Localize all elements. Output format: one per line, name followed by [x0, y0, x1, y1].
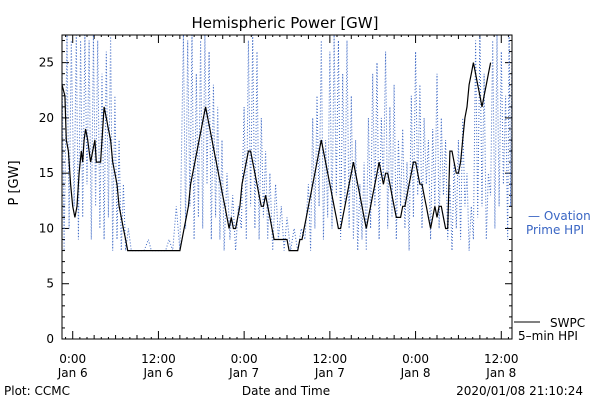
- legend-swpc: SWPC 5–min HPI: [514, 316, 585, 343]
- y-axis-label: P [GW]: [7, 160, 22, 205]
- plot-timestamp: 2020/01/08 21:10:24: [456, 384, 583, 398]
- x-tick-time-label: 0:00: [231, 352, 258, 366]
- series-layer: [61, 34, 513, 252]
- x-tick-date-label: Jan 7: [314, 366, 345, 380]
- x-tick-time-label: 12:00: [141, 352, 176, 366]
- series-ovation-prime-line: [61, 34, 513, 252]
- x-tick-date-label: Jan 8: [400, 366, 431, 380]
- x-tick-date-label: Jan 7: [228, 366, 259, 380]
- y-tick-label: 0: [46, 332, 54, 346]
- y-tick-label: 25: [39, 56, 54, 70]
- legend-swpc-line1: SWPC: [550, 316, 585, 330]
- series-swpc-line: [61, 62, 492, 252]
- x-tick-date-label: Jan 8: [485, 366, 516, 380]
- x-tick-time-label: 0:00: [59, 352, 86, 366]
- y-tick-label: 5: [46, 277, 54, 291]
- legend-ovation: — Ovation Prime HPI: [526, 209, 591, 237]
- x-axis-label: Date and Time: [242, 384, 330, 398]
- y-tick-label: 15: [39, 166, 54, 180]
- y-tick-label: 10: [39, 221, 54, 235]
- plot-credit: Plot: CCMC: [4, 384, 70, 398]
- legend-ovation-line1: — Ovation: [528, 209, 591, 223]
- legend-ovation-line2: Prime HPI: [526, 223, 584, 237]
- plot-frame: [61, 34, 513, 340]
- chart-title: Hemispheric Power [GW]: [192, 14, 379, 32]
- x-tick-date-label: Jan 6: [57, 366, 88, 380]
- x-tick-time-label: 12:00: [484, 352, 519, 366]
- y-tick-label: 20: [39, 111, 54, 125]
- x-tick-date-label: Jan 6: [142, 366, 173, 380]
- x-tick-time-label: 0:00: [402, 352, 429, 366]
- legend-swpc-line2: 5–min HPI: [518, 329, 578, 343]
- x-tick-time-label: 12:00: [313, 352, 348, 366]
